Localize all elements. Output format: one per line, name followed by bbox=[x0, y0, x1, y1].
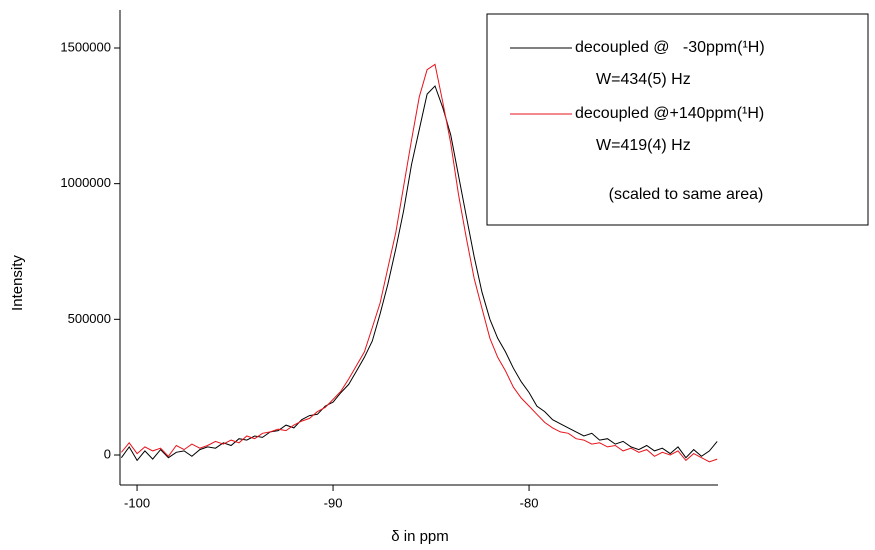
x-axis-label: δ in ppm bbox=[391, 528, 449, 545]
y-tick-label: 0 bbox=[104, 446, 111, 461]
data-line bbox=[121, 63, 718, 463]
legend-label: decoupled @+140ppm(¹H) bbox=[575, 105, 764, 122]
x-tick-label: -90 bbox=[324, 495, 343, 510]
annotation: (scaled to same area) bbox=[609, 186, 764, 203]
x-tick-label: -100 bbox=[124, 495, 150, 510]
data-line bbox=[120, 85, 718, 462]
annotation: W=419(4) Hz bbox=[596, 137, 691, 154]
legend-box bbox=[486, 13, 869, 226]
x-tick-label: -80 bbox=[520, 495, 539, 510]
y-tick-label: 500000 bbox=[68, 311, 111, 326]
annotation: W=434(5) Hz bbox=[596, 71, 691, 88]
y-tick-label: 1500000 bbox=[60, 39, 111, 54]
y-axis-label: Intensity bbox=[9, 255, 26, 311]
legend-label: decoupled @ -30ppm(¹H) bbox=[575, 39, 765, 56]
y-tick-label: 1000000 bbox=[60, 175, 111, 190]
